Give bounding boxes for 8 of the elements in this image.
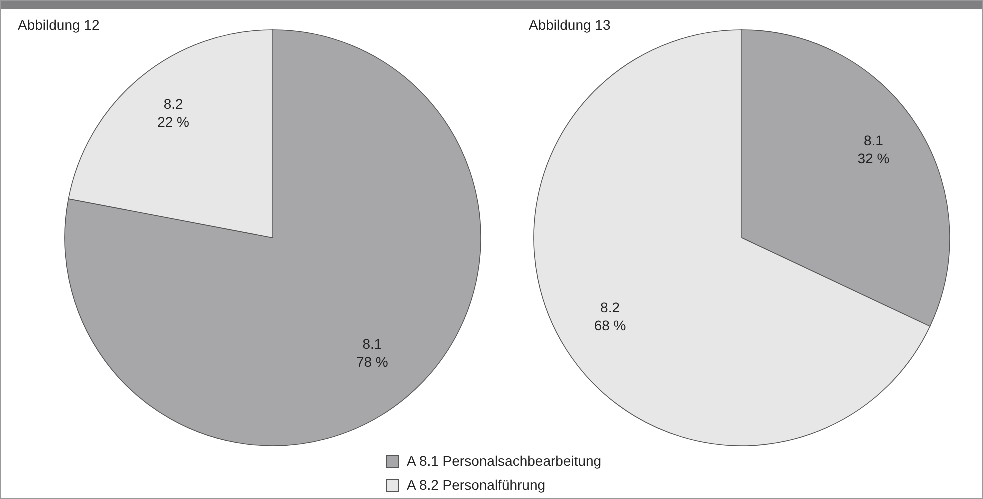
legend-label: A 8.2 Personalführung	[407, 477, 546, 493]
data-label: 8.2 68 %	[594, 300, 626, 334]
data-label: 8.1 32 %	[858, 132, 890, 166]
chart-title: Abbildung 12	[18, 17, 100, 33]
legend-label: A 8.1 Personalsachbearbeitung	[407, 453, 602, 469]
data-label: 8.2 22 %	[158, 96, 190, 130]
data-label: 8.1 78 %	[356, 336, 388, 370]
chart-title: Abbildung 13	[529, 17, 611, 33]
